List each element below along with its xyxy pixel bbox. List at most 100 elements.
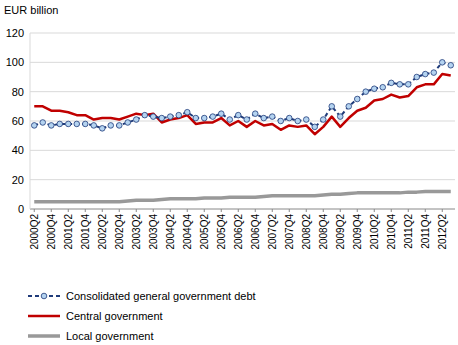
x-tick-label: 2005Q2: [199, 214, 210, 250]
grid-line: [30, 179, 455, 180]
y-axis-label: EUR billion: [4, 4, 58, 16]
y-tick-label: 100: [6, 56, 24, 68]
marker: [99, 126, 105, 132]
x-tick: [102, 209, 103, 212]
marker: [244, 117, 250, 123]
x-tick-label: 2002Q4: [114, 214, 125, 250]
legend-label: Central government: [66, 310, 163, 322]
x-tick: [204, 209, 205, 212]
marker: [422, 71, 428, 77]
marker: [167, 114, 173, 120]
y-tick-label: 40: [12, 144, 24, 156]
y-axis-line: [30, 33, 31, 209]
marker: [346, 104, 352, 110]
marker: [125, 120, 131, 126]
x-tick: [374, 209, 375, 212]
x-tick-label: 2000Q2: [29, 214, 40, 250]
x-tick-label: 2009Q2: [335, 214, 346, 250]
marker: [261, 115, 267, 121]
marker: [388, 80, 394, 86]
y-tick-label: 0: [18, 203, 24, 215]
marker: [108, 123, 114, 129]
x-tick-label: 2010Q4: [386, 214, 397, 250]
x-tick: [391, 209, 392, 212]
x-tick: [136, 209, 137, 212]
x-tick-label: 2007Q2: [267, 214, 278, 250]
x-tick-label: 2004Q2: [165, 214, 176, 250]
y-tick-label: 20: [12, 174, 24, 186]
x-tick: [221, 209, 222, 212]
x-tick-label: 2008Q2: [301, 214, 312, 250]
y-tick-label: 60: [12, 115, 24, 127]
legend-label: Consolidated general government debt: [66, 290, 256, 302]
marker: [65, 121, 71, 127]
x-tick-label: 2003Q2: [131, 214, 142, 250]
y-tick-label: 120: [6, 27, 24, 39]
marker: [397, 82, 403, 88]
y-tick-label: 80: [12, 86, 24, 98]
x-tick-label: 2010Q2: [369, 214, 380, 250]
x-tick-label: 2011Q4: [420, 214, 431, 249]
x-tick-label: 2007Q4: [284, 214, 295, 250]
marker: [184, 109, 190, 115]
marker: [269, 114, 275, 120]
marker: [57, 121, 63, 127]
x-tick-label: 2006Q4: [250, 214, 261, 250]
legend-swatch: [28, 315, 60, 318]
marker: [218, 111, 224, 117]
marker: [337, 114, 343, 120]
x-tick: [408, 209, 409, 212]
marker: [295, 118, 301, 124]
marker: [142, 112, 148, 118]
marker: [116, 123, 122, 129]
marker: [48, 123, 54, 129]
marker: [74, 121, 80, 127]
x-tick: [340, 209, 341, 212]
x-tick: [289, 209, 290, 212]
x-tick: [51, 209, 52, 212]
x-tick: [68, 209, 69, 212]
x-tick-label: 2000Q4: [46, 214, 57, 250]
marker: [201, 115, 207, 121]
marker: [431, 70, 437, 76]
marker: [278, 118, 284, 124]
marker: [354, 96, 360, 102]
x-tick-label: 2001Q4: [80, 214, 91, 250]
marker: [439, 60, 445, 66]
x-tick: [323, 209, 324, 212]
plot-area: [31, 60, 453, 202]
marker: [210, 114, 216, 120]
x-tick-label: 2006Q2: [233, 214, 244, 250]
marker: [252, 111, 258, 117]
marker: [159, 115, 165, 121]
x-tick-label: 2011Q2: [403, 214, 414, 249]
marker: [150, 114, 156, 120]
series-line: [34, 191, 451, 201]
marker: [176, 112, 182, 118]
x-tick: [85, 209, 86, 212]
x-tick-label: 2008Q4: [318, 214, 329, 250]
marker: [303, 117, 309, 123]
marker: [371, 86, 377, 92]
series-line: [34, 74, 451, 134]
legend-label: Local government: [66, 330, 153, 342]
marker: [286, 115, 292, 121]
marker: [414, 74, 420, 80]
marker: [235, 112, 241, 118]
x-tick: [187, 209, 188, 212]
grid-line: [30, 62, 455, 63]
marker: [91, 123, 97, 129]
x-tick-label: 2003Q4: [148, 214, 159, 250]
marker: [363, 89, 369, 95]
marker: [329, 104, 335, 110]
x-tick: [34, 209, 35, 212]
x-tick: [442, 209, 443, 212]
x-tick-label: 2001Q2: [63, 214, 74, 250]
marker: [40, 120, 46, 126]
chart: EUR billion 0 20 40 60 80 100 120 2000Q2 2000Q4 20…: [0, 0, 458, 345]
grid-line: [30, 91, 455, 92]
x-tick-label: 2009Q4: [352, 214, 363, 250]
marker: [320, 117, 326, 123]
marker: [448, 62, 454, 68]
x-tick: [425, 209, 426, 212]
